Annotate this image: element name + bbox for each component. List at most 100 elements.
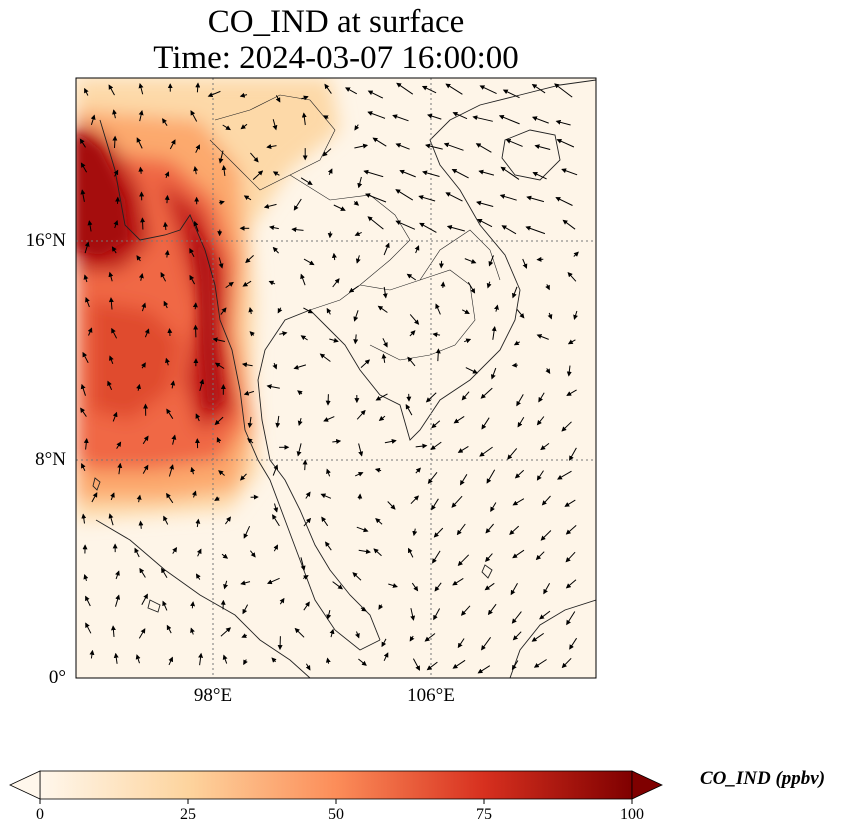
wind-arrow [452,577,464,586]
colorbar-tick-label: 50 [328,806,344,823]
wind-arrow [136,494,142,503]
wind-arrow [457,638,465,649]
wind-arrow [108,271,114,282]
wind-arrow [507,448,518,460]
wind-arrow [241,633,247,638]
wind-arrow [409,314,420,325]
wind-arrow [418,195,436,202]
wind-arrow [353,200,360,206]
wind-arrow [266,144,277,149]
wind-arrow [111,246,117,254]
colorbar-tick-label: 25 [180,806,196,823]
wind-arrow [272,171,280,177]
wind-arrow [479,85,497,95]
wind-arrow [112,109,117,119]
wind-arrow [464,258,477,264]
wind-arrow [291,227,304,233]
wind-arrow [451,169,469,179]
wind-arrow [425,392,437,403]
wind-arrow [372,137,387,147]
wind-arrow [432,332,441,338]
wind-arrow [378,604,384,610]
wind-arrow [293,198,302,211]
wind-arrow [321,516,329,527]
wind-arrow [383,242,390,256]
wind-arrow [360,359,371,368]
wind-arrow [395,220,416,230]
wind-arrow [263,203,277,209]
wind-arrow [475,143,492,153]
wind-arrow [327,231,333,239]
wind-arrow [419,222,437,233]
wind-arrow [245,255,254,264]
wind-arrow [195,518,201,528]
wind-arrow [480,387,493,399]
wind-arrow [190,466,196,475]
wind-arrow [141,593,148,605]
wind-arrow [490,367,497,380]
wind-arrow [360,606,367,612]
wind-arrow [435,303,441,315]
concentration-field [76,78,596,678]
wind-arrow [243,195,252,201]
wind-arrow [305,663,311,671]
wind-arrow [266,384,280,390]
wind-arrow [501,225,517,235]
wind-arrow [545,284,550,291]
wind-arrow [536,470,544,481]
wind-arrow [465,367,478,374]
wind-arrow [207,90,221,98]
wind-arrow [221,553,229,559]
wind-arrow [412,658,420,671]
wind-arrow [90,114,96,126]
wind-arrow [356,409,366,420]
wind-arrow [364,193,387,203]
wind-arrow [138,520,144,529]
wind-arrow [331,252,337,261]
wind-arrow [162,600,168,611]
wind-arrow [83,574,89,581]
wind-arrow [543,582,551,595]
colorbar [9,770,663,804]
wind-arrow [300,335,308,341]
wind-arrow [498,115,520,125]
wind-arrow [329,628,335,638]
wind-arrow [243,390,255,396]
wind-arrow [223,580,229,590]
wind-arrow [240,580,251,586]
wind-arrow [573,310,578,320]
wind-arrow [452,111,468,120]
wind-arrow [383,652,389,662]
wind-arrow [409,635,415,642]
wind-arrow [388,583,398,588]
wind-arrow [569,447,577,461]
wind-arrow [214,416,224,426]
wind-arrow [243,525,251,539]
wind-arrow [169,139,176,150]
wind-arrow [535,551,545,561]
wind-arrow [375,518,383,525]
wind-arrow [107,380,113,391]
wind-arrow [138,273,144,281]
wind-arrow [490,502,497,512]
wind-arrow [136,255,142,262]
wind-arrow [160,272,167,282]
wind-arrow [272,464,279,476]
wind-arrow [273,544,278,552]
wind-arrow [505,139,523,147]
wind-arrow [461,309,470,314]
wind-arrow [382,338,388,348]
wind-arrow [352,572,362,581]
wind-arrow [565,525,577,535]
wind-arrow [534,144,551,150]
wind-arrow [353,334,359,345]
wind-arrow [252,170,264,180]
wind-arrow [322,148,332,157]
wind-arrow [326,307,332,315]
wind-arrow [279,597,285,605]
wind-arrow [445,83,463,95]
wind-arrow [139,567,146,578]
wind-arrow [367,111,386,119]
wind-arrow [271,657,277,663]
wind-arrow [511,611,522,624]
